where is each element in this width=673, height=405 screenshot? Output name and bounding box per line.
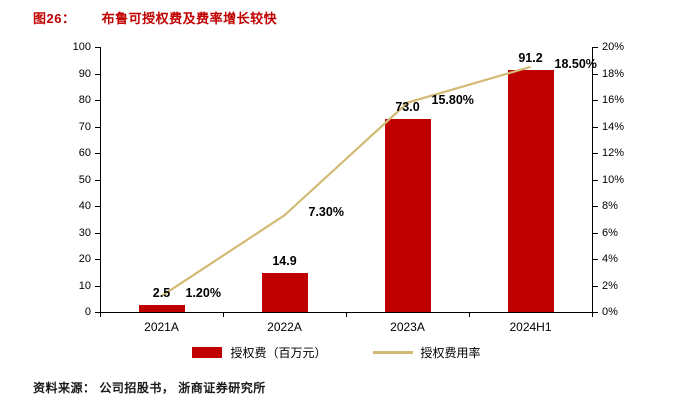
x-axis-line [100, 312, 593, 313]
y-axis-left-tick [95, 179, 100, 181]
y-axis-left-tick-label: 40 [78, 200, 91, 212]
y-axis-right-tick-label: 6% [602, 226, 618, 239]
y-axis-left-tick [95, 312, 100, 313]
y-axis-left-tick-label: 80 [78, 94, 91, 106]
y-axis-right-tick [593, 47, 598, 48]
y-axis-left-tick [95, 73, 100, 75]
bar-value-label: 2.5 [152, 286, 171, 301]
y-axis-right-tick-label: 4% [602, 253, 618, 265]
figure-title-text: 布鲁可授权费及费率增长较快 [101, 11, 278, 26]
y-axis-right-tick-label: 10% [602, 173, 625, 186]
y-axis-right-tick [593, 153, 598, 154]
y-axis-left-tick-label: 90 [78, 67, 91, 80]
y-axis-left-tick [95, 153, 100, 154]
y-axis-right-tick-label: 8% [602, 200, 618, 212]
source-note: 资料来源： 公司招股书， 浙商证券研究所 [33, 379, 266, 396]
y-axis-left-tick [95, 232, 100, 234]
legend-bar-label: 授权费（百万元） [230, 346, 327, 360]
y-axis-right-tick-label: 0% [602, 306, 618, 318]
x-axis-tick [100, 313, 101, 317]
x-axis-tick [346, 313, 347, 317]
bar-value-label: 91.2 [518, 51, 543, 66]
bar-value-label: 73.0 [395, 99, 420, 114]
y-axis-left-tick [95, 206, 100, 207]
legend-item-line: 授权费用率 [372, 344, 481, 361]
source-text: 公司招股书， 浙商证券研究所 [99, 381, 266, 395]
bar [138, 305, 185, 312]
y-axis-right-tick [593, 179, 598, 181]
bar [507, 70, 554, 312]
y-axis-left-tick [95, 259, 100, 260]
bar [384, 118, 431, 312]
x-axis-tick [223, 313, 224, 317]
y-axis-left-tick-label: 70 [78, 120, 91, 133]
bar [261, 272, 308, 312]
legend-item-bar: 授权费（百万元） [192, 344, 327, 361]
y-axis-left-tick-label: 0 [84, 306, 91, 318]
x-axis-tick [592, 313, 593, 317]
y-axis-right-tick [593, 206, 598, 207]
y-axis-left-tick [95, 285, 100, 287]
figure-number: 图26： [33, 11, 76, 26]
source-label: 资料来源： [33, 381, 96, 395]
y-axis-right-tick-label: 18% [602, 67, 625, 80]
x-axis-tick [469, 313, 470, 317]
y-axis-left-tick [95, 126, 100, 128]
y-axis-left-tick-label: 60 [78, 147, 91, 159]
y-axis-right-tick-label: 12% [602, 147, 625, 159]
y-axis-right-tick-label: 20% [602, 41, 625, 53]
rate-line [160, 65, 531, 298]
line-point-label: 1.20% [185, 286, 221, 301]
y-axis-right-tick-label: 16% [602, 94, 625, 106]
legend-bar-swatch [192, 347, 223, 358]
y-axis-right-tick [593, 285, 598, 287]
y-axis-left-tick-label: 30 [78, 226, 91, 239]
y-axis-left-tick-label: 10 [78, 279, 91, 292]
y-axis-right-tick [593, 73, 598, 75]
y-axis-right-line [592, 47, 593, 313]
legend-line-swatch [372, 351, 413, 354]
line-point-label: 18.50% [554, 56, 597, 71]
y-axis-left-tick [95, 100, 100, 101]
chart-legend: 授权费（百万元） 授权费用率 [0, 344, 673, 361]
line-point-label: 7.30% [308, 205, 344, 220]
y-axis-left-tick-label: 20 [78, 253, 91, 265]
line-point-label: 15.80% [431, 92, 474, 107]
y-axis-right-tick [593, 312, 598, 313]
y-axis-left-tick-label: 50 [78, 173, 91, 186]
y-axis-right-tick [593, 232, 598, 234]
y-axis-right-tick [593, 259, 598, 260]
legend-line-label: 授权费用率 [420, 346, 481, 360]
y-axis-right-tick [593, 126, 598, 128]
x-axis-tick-label: 2023A [390, 320, 425, 334]
figure-title: 图26： 布鲁可授权费及费率增长较快 [33, 8, 277, 27]
y-axis-left-line [100, 47, 101, 313]
y-axis-right-tick-label: 2% [602, 279, 618, 292]
x-axis-tick-label: 2022A [267, 320, 302, 334]
x-axis-tick-label: 2024H1 [509, 320, 552, 334]
y-axis-right-tick-label: 14% [602, 120, 625, 133]
y-axis-left-tick [95, 47, 100, 48]
y-axis-right-tick [593, 100, 598, 101]
x-axis-tick-label: 2021A [144, 320, 179, 334]
y-axis-left-tick-label: 100 [72, 41, 91, 53]
bar-value-label: 14.9 [272, 253, 297, 268]
